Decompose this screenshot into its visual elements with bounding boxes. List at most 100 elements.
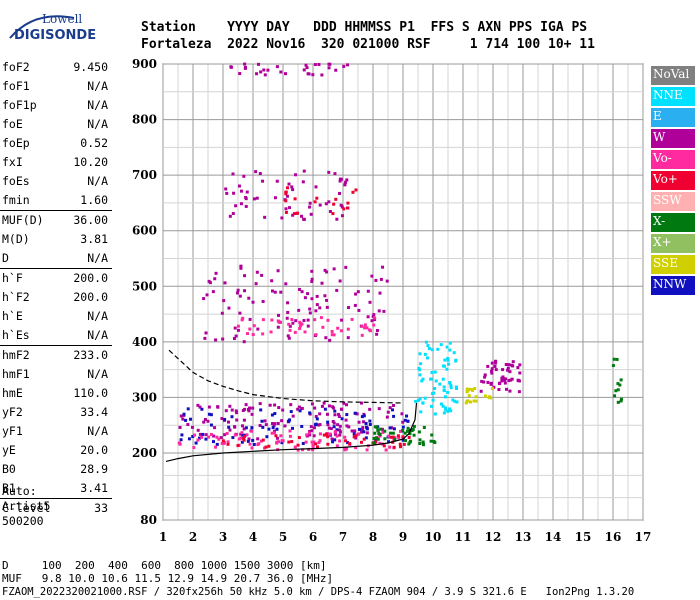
echo-point <box>354 188 358 192</box>
echo-point <box>308 307 312 311</box>
echo-point <box>447 362 451 366</box>
echo-point <box>303 330 307 334</box>
y-tick-label: 200 <box>132 446 157 460</box>
echo-point <box>245 190 249 194</box>
echo-point <box>516 366 520 370</box>
param-name: foEp <box>2 136 30 150</box>
param-row: h`F2 200.0 <box>0 288 112 307</box>
echo-point <box>372 441 376 445</box>
echo-point <box>317 441 321 445</box>
param-row: foF1p N/A <box>0 96 112 115</box>
legend-item-x-: X- <box>651 213 695 234</box>
param-value: N/A <box>87 309 108 323</box>
echo-point <box>389 431 393 435</box>
echo-point <box>192 446 196 450</box>
echo-point <box>198 432 202 436</box>
echo-point <box>350 317 354 321</box>
echo-point <box>619 399 623 403</box>
echo-point <box>326 420 330 424</box>
x-tick-label: 5 <box>279 530 287 544</box>
echo-point <box>416 398 420 402</box>
echo-point <box>270 318 274 322</box>
echo-point <box>506 368 510 372</box>
y-tick-label: 400 <box>132 335 157 349</box>
echo-point <box>270 289 274 293</box>
echo-point <box>332 333 336 337</box>
legend-item-nnw: NNW <box>651 276 695 297</box>
echo-point <box>387 434 391 438</box>
echo-point <box>346 327 350 331</box>
echo-point <box>365 448 369 452</box>
echo-point <box>284 72 288 76</box>
echo-point <box>227 420 231 424</box>
echo-point <box>248 406 252 410</box>
echo-point <box>270 279 274 283</box>
param-name: M(D) <box>2 232 30 246</box>
param-row: foEp 0.52 <box>0 134 112 153</box>
legend-item-vo-: Vo+ <box>651 171 695 192</box>
echo-point <box>270 413 274 417</box>
echo-point <box>286 334 290 338</box>
echo-point <box>486 364 490 368</box>
echo-point <box>406 419 410 423</box>
x-tick-label: 13 <box>515 530 532 544</box>
echo-point <box>247 296 251 300</box>
param-name: fxI <box>2 155 23 169</box>
echo-point <box>616 400 620 404</box>
echo-point <box>289 403 293 407</box>
echo-point <box>321 325 325 329</box>
echo-point <box>179 438 183 442</box>
echo-point <box>388 445 392 449</box>
echo-point <box>446 356 450 360</box>
param-separator <box>0 498 112 499</box>
echo-point <box>240 318 244 322</box>
echo-point <box>318 412 322 416</box>
echo-point <box>389 435 393 439</box>
echo-point <box>310 277 314 281</box>
echo-point <box>464 401 468 405</box>
echo-point <box>330 437 334 441</box>
echo-point <box>373 431 377 435</box>
echo-point <box>315 294 319 298</box>
echo-point <box>233 326 237 330</box>
echo-point <box>500 379 504 383</box>
echo-point <box>370 274 374 278</box>
echo-point <box>233 433 237 437</box>
echo-point <box>465 399 469 403</box>
param-value: 3.41 <box>80 481 108 495</box>
echo-point <box>223 281 227 285</box>
echo-point <box>313 406 317 410</box>
echo-point <box>348 442 352 446</box>
echo-point <box>300 290 304 294</box>
echo-point <box>320 404 324 408</box>
echo-point <box>250 426 254 430</box>
echo-point <box>280 216 284 220</box>
param-name: foF2 <box>2 60 30 74</box>
echo-point <box>242 437 246 441</box>
echo-point <box>231 436 235 440</box>
echo-point <box>364 436 368 440</box>
param-name: h`E <box>2 309 23 323</box>
echo-point <box>345 413 349 417</box>
echo-point <box>362 430 366 434</box>
echo-point <box>336 326 340 330</box>
echo-point <box>272 431 276 435</box>
echo-point <box>248 442 252 446</box>
echo-point <box>401 425 405 429</box>
echo-point <box>207 405 211 409</box>
echo-point <box>619 378 623 382</box>
echo-point <box>280 439 284 443</box>
echo-point <box>274 434 278 438</box>
echo-point <box>242 438 246 442</box>
echo-point <box>234 334 238 338</box>
echo-point <box>223 417 227 421</box>
echo-point <box>354 434 358 438</box>
echo-point <box>490 371 494 375</box>
param-value: 233.0 <box>73 348 108 362</box>
echo-point <box>360 333 364 337</box>
echo-point <box>324 336 328 340</box>
echo-point <box>493 364 497 368</box>
echo-point <box>361 426 365 430</box>
echo-point <box>258 424 262 428</box>
echo-point <box>226 442 230 446</box>
